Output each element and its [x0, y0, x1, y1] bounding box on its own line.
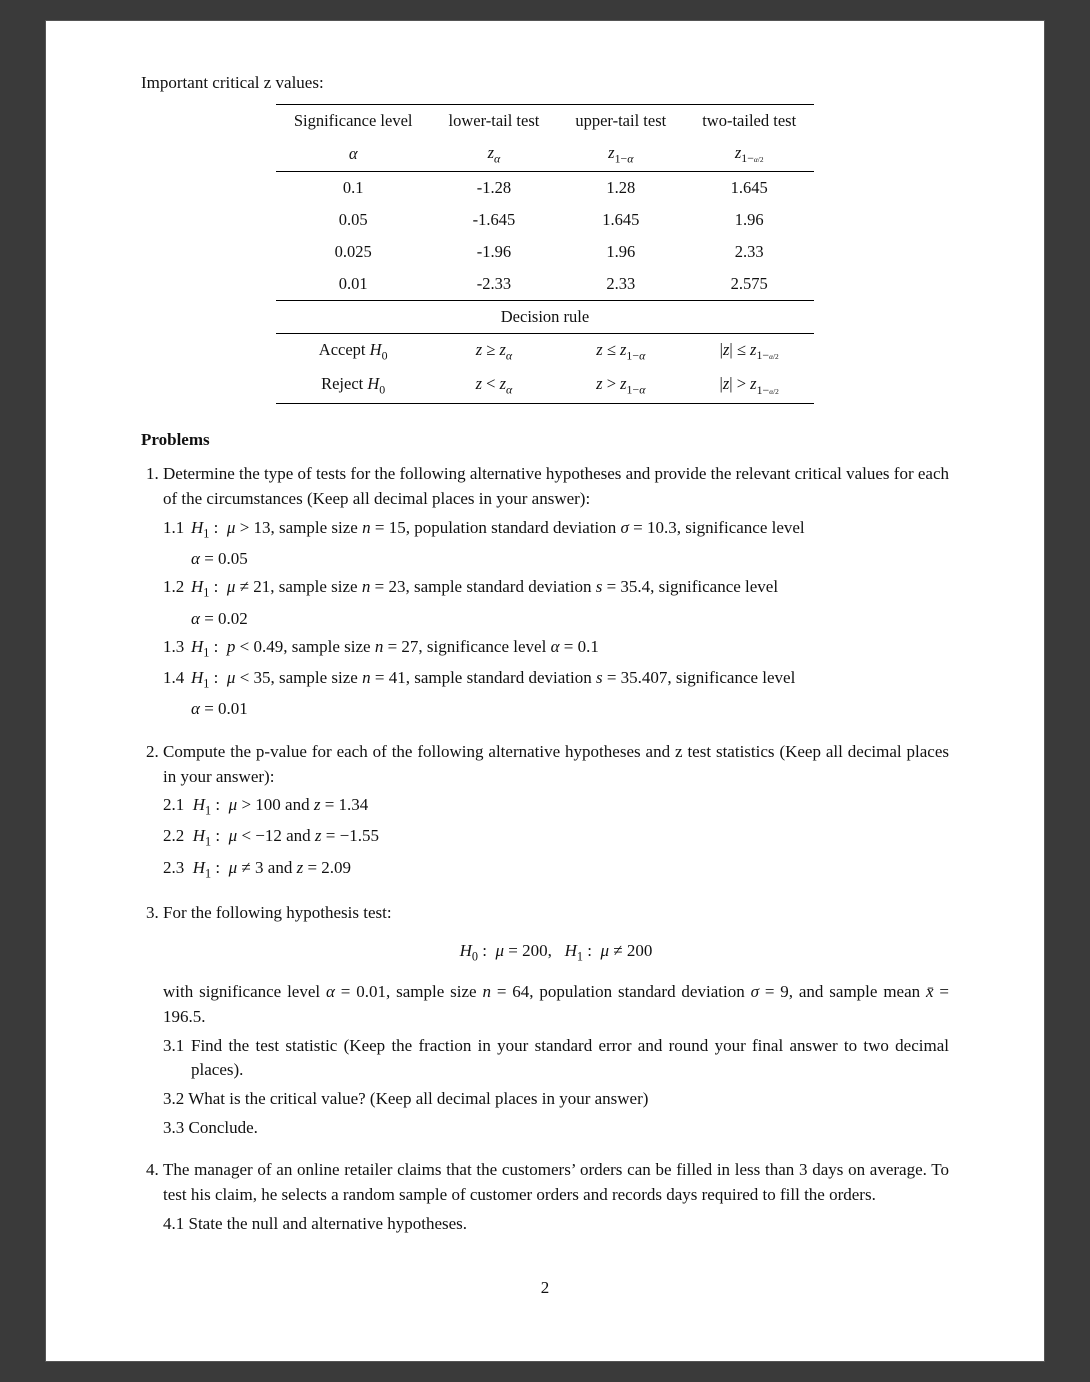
cell: 1.96 [557, 236, 684, 268]
problems-heading: Problems [141, 428, 949, 453]
col-header: upper-tail test [557, 104, 684, 136]
problem-1-1-cont: α = 0.05 [163, 547, 949, 572]
cell: z > z1−α [557, 368, 684, 403]
cell: z1−α/2 [684, 137, 814, 172]
problem-1-4-cont: α = 0.01 [163, 697, 949, 722]
cell: Decision rule [276, 300, 814, 333]
cell: -1.96 [431, 236, 558, 268]
table-row: 0.01 -2.33 2.33 2.575 [276, 268, 814, 300]
subnum: 1.3 [163, 635, 191, 660]
cell: 2.575 [684, 268, 814, 300]
cell: 1.28 [557, 172, 684, 204]
problem-3-intro: For the following hypothesis test: [163, 903, 392, 922]
problem-4-1: 4.1 State the null and alternative hypot… [163, 1212, 949, 1237]
subnum: 1.4 [163, 666, 191, 691]
problem-1-3: 1.3H1 : p < 0.49, sample size n = 27, si… [163, 635, 949, 662]
cell: -1.645 [431, 204, 558, 236]
table-row: Accept H0 z ≥ zα z ≤ z1−α |z| ≤ z1−α/2 [276, 333, 814, 368]
col-header: lower-tail test [431, 104, 558, 136]
cell: z < zα [431, 368, 558, 403]
table-row: 0.025 -1.96 1.96 2.33 [276, 236, 814, 268]
problems-list: Determine the type of tests for the foll… [141, 462, 949, 1236]
intro-text: Important critical z values: [141, 71, 949, 96]
problem-3-body: with significance level α = 0.01, sample… [163, 980, 949, 1029]
problem-2-intro: Compute the p-value for each of the foll… [163, 742, 949, 786]
cell: 0.01 [276, 268, 431, 300]
cell: -1.28 [431, 172, 558, 204]
problem-2-3: 2.3 H1 : μ ≠ 3 and z = 2.09 [163, 856, 949, 883]
problem-4-intro: The manager of an online retailer claims… [163, 1160, 949, 1204]
problem-1-1: 1.1H1 : μ > 13, sample size n = 15, popu… [163, 516, 949, 543]
problem-3-1: 3.1Find the test statistic (Keep the fra… [163, 1034, 949, 1083]
problem-3: For the following hypothesis test: H0 : … [163, 901, 949, 1141]
cell: 1.96 [684, 204, 814, 236]
cell: zα [431, 137, 558, 172]
cell: 2.33 [557, 268, 684, 300]
problem-1-2: 1.2H1 : μ ≠ 21, sample size n = 23, samp… [163, 575, 949, 602]
table-header-row: Significance level lower-tail test upper… [276, 104, 814, 136]
problem-2-2: 2.2 H1 : μ < −12 and z = −1.55 [163, 824, 949, 851]
cell: |z| ≤ z1−α/2 [684, 333, 814, 368]
page-number: 2 [141, 1276, 949, 1301]
col-header: Significance level [276, 104, 431, 136]
cell: Reject H0 [276, 368, 431, 403]
table-row: Reject H0 z < zα z > z1−α |z| > z1−α/2 [276, 368, 814, 403]
problem-1-intro: Determine the type of tests for the foll… [163, 464, 949, 508]
cell: z1−α [557, 137, 684, 172]
problem-2-1: 2.1 H1 : μ > 100 and z = 1.34 [163, 793, 949, 820]
problem-3-3: 3.3 Conclude. [163, 1116, 949, 1141]
col-header: two-tailed test [684, 104, 814, 136]
subnum: 1.1 [163, 516, 191, 541]
cell: α [276, 137, 431, 172]
cell: -2.33 [431, 268, 558, 300]
problem-1-2-cont: α = 0.02 [163, 607, 949, 632]
problem-3-2: 3.2 What is the critical value? (Keep al… [163, 1087, 949, 1112]
cell: |z| > z1−α/2 [684, 368, 814, 403]
cell: 0.025 [276, 236, 431, 268]
table-row: 0.05 -1.645 1.645 1.96 [276, 204, 814, 236]
cell: 1.645 [684, 172, 814, 204]
cell: 2.33 [684, 236, 814, 268]
cell: z ≤ z1−α [557, 333, 684, 368]
problem-1-4: 1.4H1 : μ < 35, sample size n = 41, samp… [163, 666, 949, 693]
subnum: 3.1 [163, 1034, 191, 1059]
table-row: 0.1 -1.28 1.28 1.645 [276, 172, 814, 204]
problem-3-equation: H0 : μ = 200, H1 : μ ≠ 200 [163, 939, 949, 966]
cell: Accept H0 [276, 333, 431, 368]
problem-1: Determine the type of tests for the foll… [163, 462, 949, 722]
cell: 0.1 [276, 172, 431, 204]
table-symbol-row: α zα z1−α z1−α/2 [276, 137, 814, 172]
problem-4: The manager of an online retailer claims… [163, 1158, 949, 1236]
cell: z ≥ zα [431, 333, 558, 368]
problem-2: Compute the p-value for each of the foll… [163, 740, 949, 883]
subnum: 1.2 [163, 575, 191, 600]
problem-3-1-text: Find the test statistic (Keep the fracti… [191, 1036, 949, 1080]
cell: 0.05 [276, 204, 431, 236]
document-page: Important critical z values: Significanc… [45, 20, 1045, 1362]
critical-values-table: Significance level lower-tail test upper… [276, 104, 814, 404]
decision-rule-header: Decision rule [276, 300, 814, 333]
cell: 1.645 [557, 204, 684, 236]
